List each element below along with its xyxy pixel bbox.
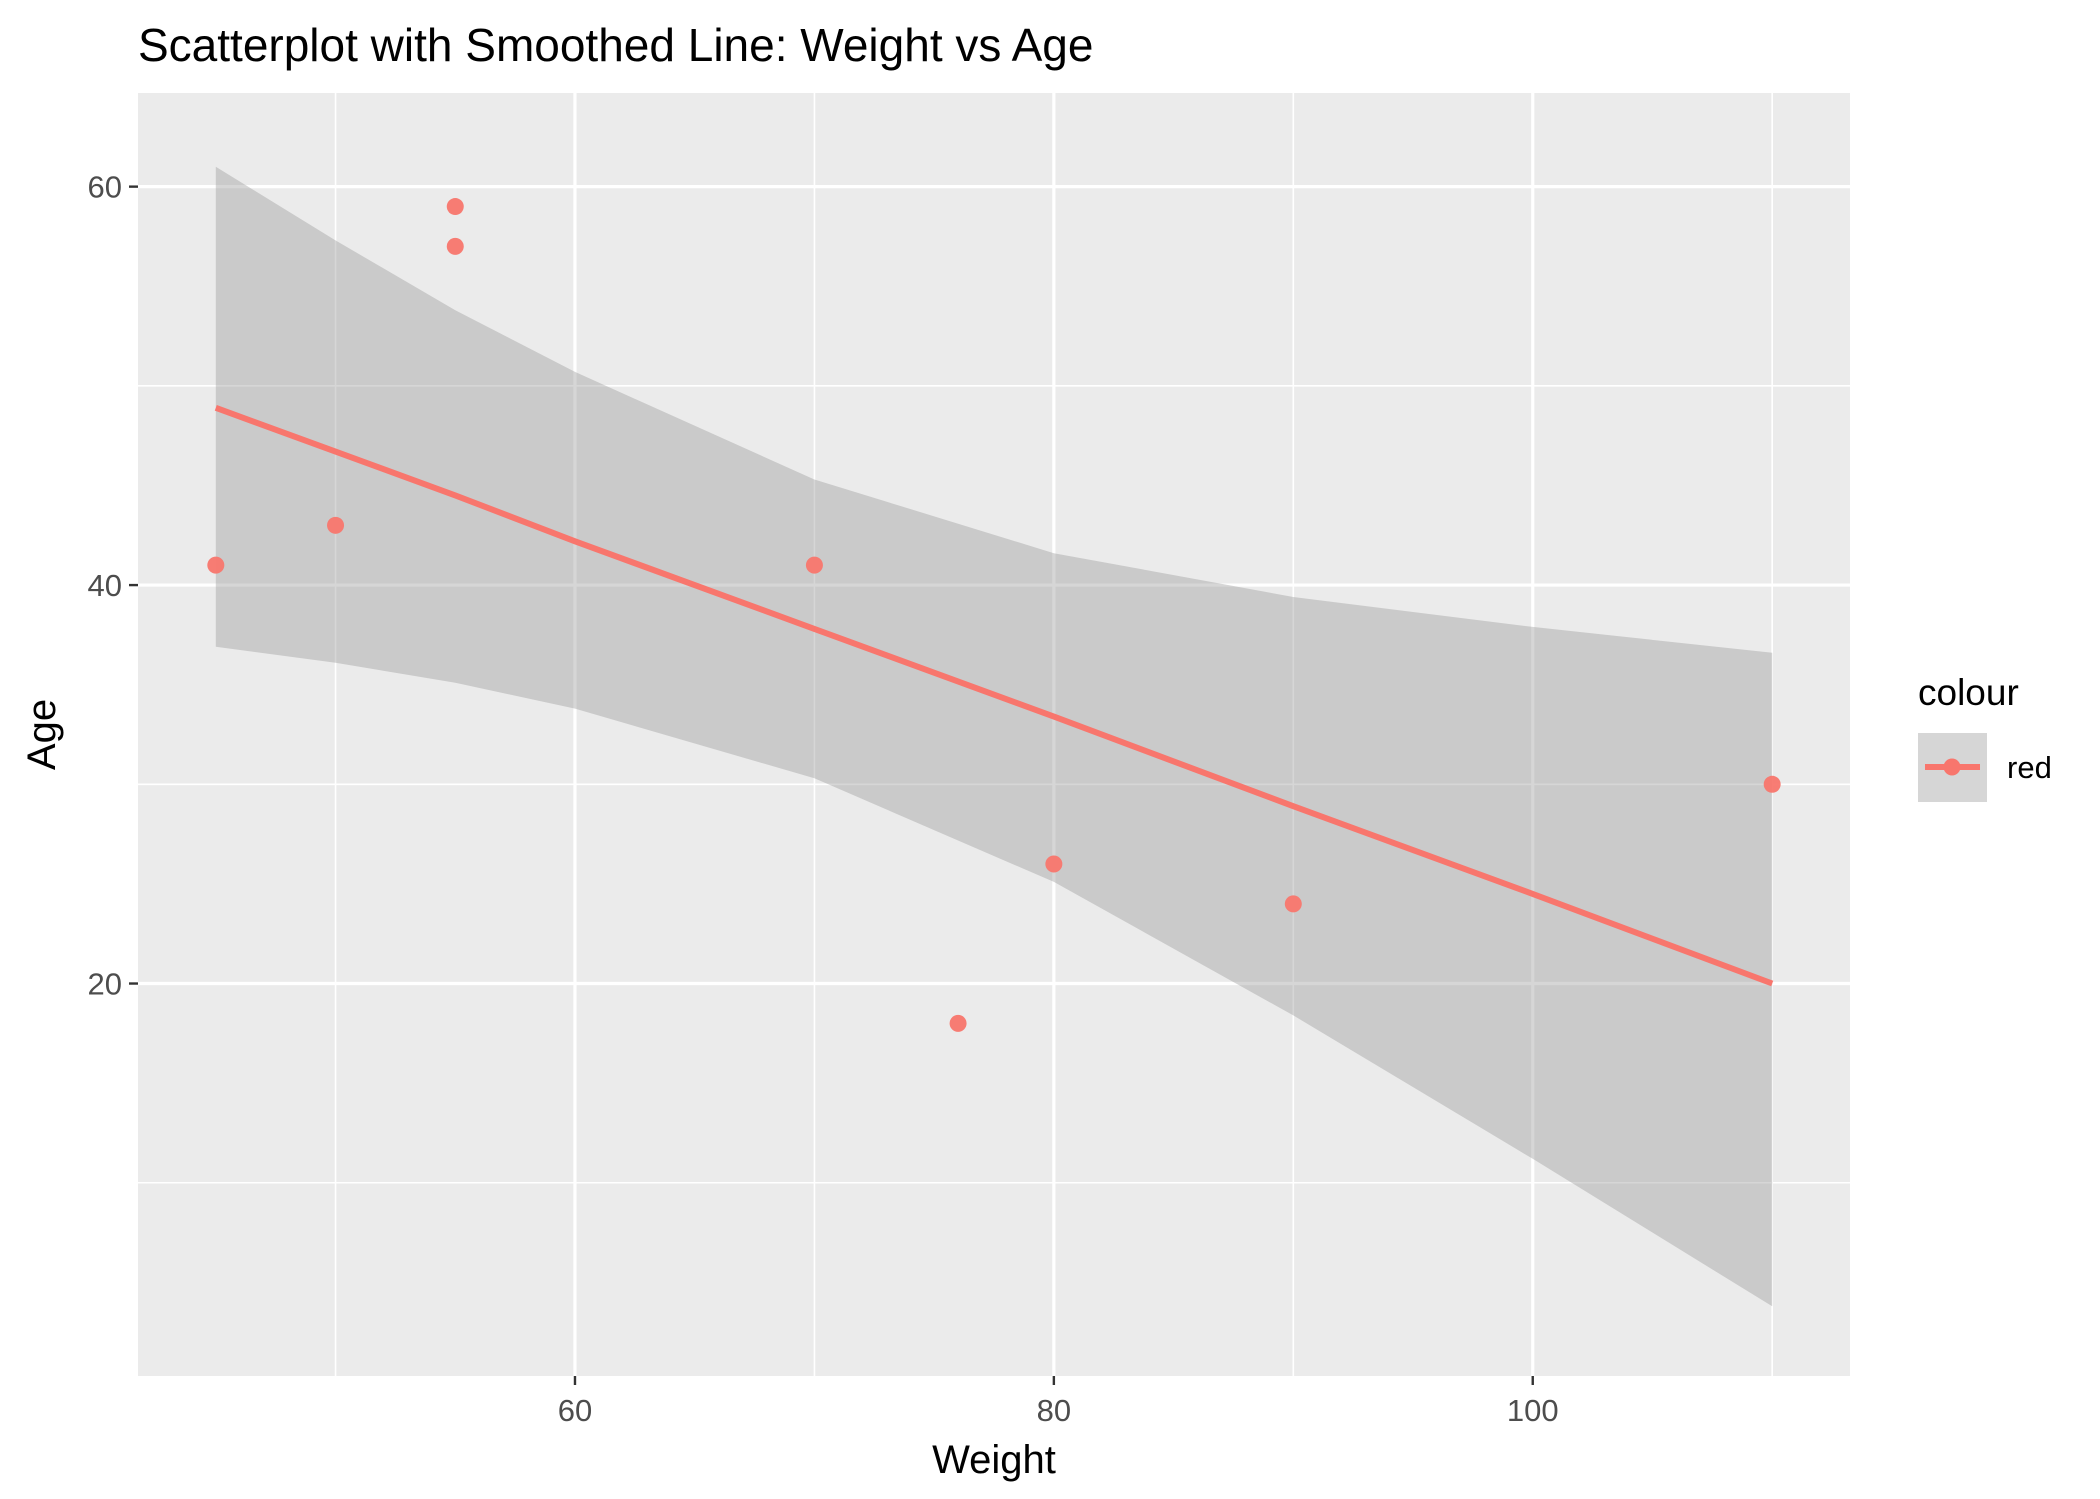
data-point <box>327 516 345 534</box>
legend-key-point <box>1943 758 1961 776</box>
y-tick-label-60: 60 <box>88 170 122 205</box>
data-point <box>949 1014 967 1032</box>
x-tick-label-80: 80 <box>1037 1393 1071 1428</box>
data-point <box>1763 775 1781 793</box>
legend: colour red <box>1918 672 2052 802</box>
axes: 60 80 100 20 40 60 <box>88 170 1559 1428</box>
legend-title: colour <box>1918 672 2019 713</box>
x-axis-title: Weight <box>932 1438 1056 1482</box>
smoothed-line <box>214 404 1774 987</box>
y-tick-label-40: 40 <box>88 568 122 603</box>
data-point <box>207 556 225 574</box>
x-tick-label-60: 60 <box>558 1393 592 1428</box>
plot-panel <box>138 93 1850 1376</box>
data-point <box>1045 855 1063 873</box>
data-point <box>446 237 464 255</box>
y-axis-title: Age <box>20 699 64 770</box>
y-tick-label-20: 20 <box>88 967 122 1002</box>
x-tick-label-100: 100 <box>1507 1393 1559 1428</box>
confidence-band <box>215 166 1773 1307</box>
data-point <box>446 198 464 216</box>
data-point <box>805 556 823 574</box>
legend-label-red: red <box>2007 750 2052 785</box>
data-point <box>1284 895 1302 913</box>
gridlines <box>138 93 1850 1376</box>
data-points <box>207 198 1781 1032</box>
chart-title: Scatterplot with Smoothed Line: Weight v… <box>138 19 1093 71</box>
